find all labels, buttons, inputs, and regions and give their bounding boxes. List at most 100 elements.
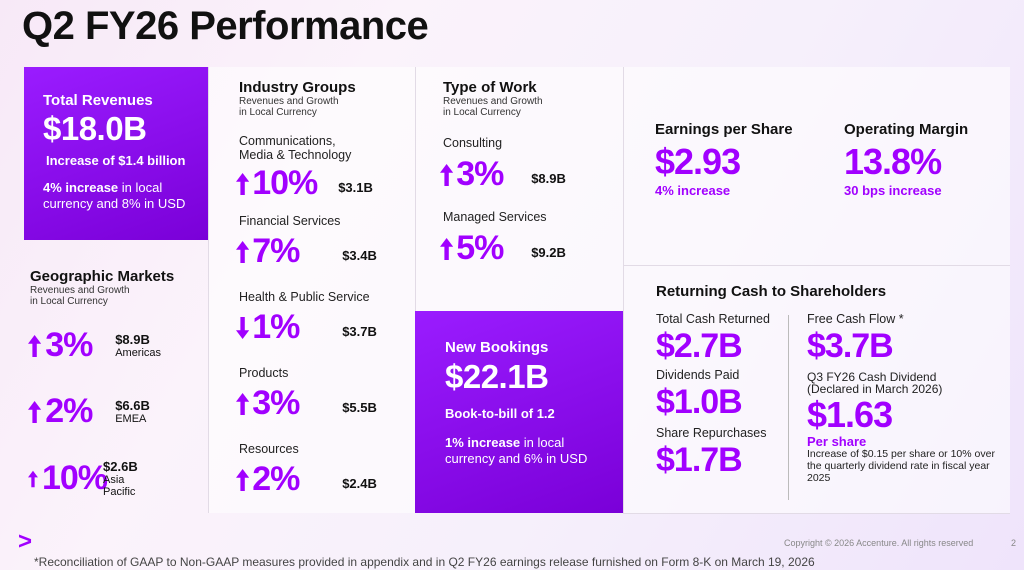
eps-change: 4% increase (655, 183, 731, 198)
cash-left: Total Cash Returned $2.7B Dividends Paid… (656, 312, 770, 479)
geo-item: 3% $8.9B Americas (28, 326, 161, 365)
total-revenues-increase: Increase of $1.4 billion (46, 153, 186, 168)
total-revenues-heading: Total Revenues (43, 92, 153, 109)
industry-name: Financial Services (239, 214, 341, 228)
divider (623, 265, 1010, 266)
dividends-value: $1.0B (656, 383, 743, 421)
industry-name: Resources (239, 442, 299, 456)
industry-item: Resources 2% $2.4B (236, 442, 406, 499)
total-cash-value: $2.7B (656, 327, 743, 365)
footnote: *Reconciliation of GAAP to Non-GAAP meas… (34, 555, 815, 569)
margin-change: 30 bps increase (844, 183, 942, 198)
industry-groups: Industry Groups Revenues and Growth in L… (239, 79, 356, 118)
dividends-label: Dividends Paid (656, 368, 740, 382)
industry-growth: 3% (252, 384, 300, 422)
new-bookings-card: New Bookings $22.1B Book-to-bill of 1.2 … (415, 311, 623, 513)
bookings-value: $22.1B (445, 358, 549, 395)
geo-revenue: $6.6B (115, 398, 150, 413)
repurchases-label: Share Repurchases (656, 426, 767, 440)
page-title: Q2 FY26 Performance (22, 4, 429, 48)
geo-revenue: $2.6B (103, 459, 138, 474)
arrow-up-icon (440, 237, 454, 260)
page-number: 2 (1011, 538, 1017, 548)
per-share: Per share (807, 434, 867, 449)
q3-dividend-note: Increase of $0.15 per share or 10% over … (807, 448, 995, 484)
tow-growth: 3% (456, 155, 504, 193)
industry-revenue: $2.4B (342, 476, 377, 491)
industry-heading: Industry Groups (239, 79, 356, 96)
fcf-label: Free Cash Flow * (807, 312, 904, 326)
accenture-logo: > (18, 528, 33, 555)
tow-name: Managed Services (443, 210, 547, 224)
arrow-up-icon (28, 470, 38, 487)
tow-item: Consulting 3% $8.9B (440, 136, 610, 194)
geographic-markets: Geographic Markets Revenues and Growth i… (30, 268, 205, 307)
industry-sub: Revenues and Growth (239, 96, 339, 107)
arrow-up-icon (236, 172, 250, 195)
geographic-sub: Revenues and Growth (30, 285, 130, 296)
industry-growth: 2% (252, 460, 300, 498)
total-revenues-detail: 4% increase in local currency and 8% in … (43, 180, 186, 211)
total-revenues-card: Total Revenues $18.0B Increase of $1.4 b… (24, 67, 208, 240)
divider (623, 67, 624, 513)
bookings-heading: New Bookings (445, 339, 549, 356)
arrow-up-icon (440, 163, 454, 186)
divider (623, 513, 1010, 514)
eps-block: Earnings per Share $2.93 4% increase (655, 121, 793, 198)
geo-growth: 2% (45, 392, 93, 430)
industry-growth: 7% (252, 232, 300, 270)
arrow-up-icon (28, 334, 42, 357)
q3-dividend-value: $1.63 (807, 394, 893, 435)
industry-growth: 1% (252, 308, 300, 346)
geo-growth: 10% (41, 459, 108, 497)
cash-right: Free Cash Flow * $3.7B Q3 FY26 Cash Divi… (807, 312, 997, 484)
industry-growth: 10% (252, 164, 318, 202)
arrow-down-icon (236, 316, 250, 339)
tow-sub: in Local Currency (443, 107, 521, 118)
fcf-value: $3.7B (807, 327, 894, 365)
geographic-heading: Geographic Markets (30, 268, 175, 285)
geo-revenue: $8.9B (115, 332, 150, 347)
margin-block: Operating Margin 13.8% 30 bps increase (844, 121, 968, 198)
industry-item: Health & Public Service 1% $3.7B (236, 290, 406, 347)
total-cash-label: Total Cash Returned (656, 312, 770, 326)
tow-item: Managed Services 5% $9.2B (440, 210, 610, 268)
cash-heading: Returning Cash to Shareholders (656, 283, 887, 300)
divider (415, 67, 416, 513)
geo-growth: 3% (45, 326, 93, 364)
total-revenues-value: $18.0B (43, 110, 147, 147)
arrow-up-icon (236, 392, 250, 415)
industry-item: Financial Services 7% $3.4B (236, 214, 406, 271)
industry-name: Health & Public Service (239, 290, 370, 304)
industry-revenue: $3.4B (342, 248, 377, 263)
q3-dividend-label: (Declared in March 2026) (807, 382, 943, 396)
geo-name: Americas (115, 347, 162, 359)
divider (788, 315, 789, 500)
tow-sub: Revenues and Growth (443, 96, 543, 107)
tow-revenue: $9.2B (531, 245, 566, 260)
arrow-up-icon (236, 468, 250, 491)
type-of-work: Type of Work Revenues and Growth in Loca… (443, 79, 543, 118)
q3-dividend-label: Q3 FY26 Cash Dividend (807, 370, 937, 384)
margin-heading: Operating Margin (844, 121, 969, 138)
tow-name: Consulting (443, 136, 503, 150)
industry-name: Communications, Media & Technology (239, 134, 352, 162)
industry-revenue: $3.1B (338, 180, 373, 195)
repurchases-value: $1.7B (656, 441, 743, 479)
book-to-bill: Book-to-bill of 1.2 (445, 406, 555, 421)
eps-heading: Earnings per Share (655, 121, 793, 138)
industry-revenue: $3.7B (342, 324, 377, 339)
industry-item: Communications, Media & Technology 10% $… (236, 134, 406, 203)
arrow-up-icon (28, 400, 42, 423)
geographic-sub: in Local Currency (30, 296, 108, 307)
tow-revenue: $8.9B (531, 171, 566, 186)
geo-name: EMEA (115, 413, 147, 425)
geo-item: 2% $6.6B EMEA (28, 392, 150, 431)
arrow-up-icon (236, 240, 250, 263)
industry-name: Products (239, 366, 289, 380)
tow-heading: Type of Work (443, 79, 537, 96)
geo-name: Asia Pacific (103, 474, 136, 498)
geo-item: 10% $2.6B Asia Pacific (28, 459, 146, 498)
industry-revenue: $5.5B (342, 400, 377, 415)
margin-value: 13.8% (844, 141, 942, 182)
